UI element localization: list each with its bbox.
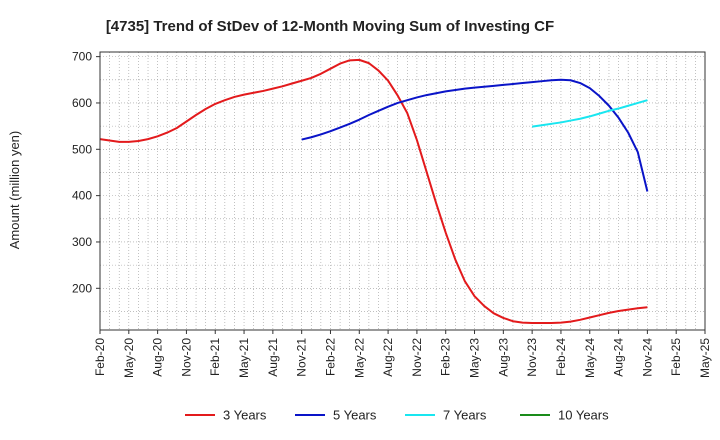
y-tick-label: 200 [72,281,92,295]
legend-label: 10 Years [558,408,609,423]
x-tick-label: Nov-24 [640,338,654,377]
x-axis-ticks: Feb-20 May-20 Aug-20 Nov-20 Feb-21 May-21 Aug-… [93,330,712,378]
series-lines [99,58,649,325]
series-line-3-years [99,58,648,325]
x-tick-label: Aug-24 [612,338,626,377]
x-tick-label: Nov-20 [179,338,193,377]
x-tick-label: May-22 [352,338,366,378]
legend-label: 5 Years [333,408,377,423]
x-tick-label: Aug-22 [381,338,395,377]
x-tick-label: Nov-22 [410,338,424,377]
grid-lines [100,52,705,330]
plot-area-border [99,51,706,331]
x-tick-label: May-21 [237,338,251,378]
x-tick-label: May-24 [583,338,597,378]
x-tick-label: Feb-23 [439,338,453,376]
y-tick-label: 700 [72,50,92,64]
x-tick-label: Nov-21 [295,338,309,377]
x-tick-label: May-20 [122,338,136,378]
legend-label: 7 Years [443,408,487,423]
y-axis-ticks: 200 300 400 500 600 700 [72,50,100,295]
y-tick-label: 600 [72,96,92,110]
series-line-5-years [301,78,649,192]
x-tick-label: Feb-22 [323,338,337,376]
x-tick-label: Aug-23 [496,338,510,377]
x-tick-label: Feb-20 [93,338,107,376]
legend-label: 3 Years [223,408,267,423]
legend: 3 Years 5 Years 7 Years 10 Years [185,408,609,423]
x-tick-label: May-23 [468,338,482,378]
chart-title: [4735] Trend of StDev of 12-Month Moving… [106,18,554,35]
x-tick-label: Feb-24 [554,338,568,376]
x-tick-label: May-25 [698,338,712,378]
x-tick-label: Nov-23 [525,338,539,377]
y-tick-label: 500 [72,142,92,156]
x-tick-label: Feb-21 [208,338,222,376]
x-tick-label: Aug-21 [266,338,280,377]
x-tick-label: Feb-25 [669,338,683,376]
y-axis-label: Amount (million yen) [7,131,22,250]
x-tick-label: Aug-20 [151,338,165,377]
series-line-7-years [531,99,648,128]
y-tick-label: 300 [72,235,92,249]
y-tick-label: 400 [72,189,92,203]
